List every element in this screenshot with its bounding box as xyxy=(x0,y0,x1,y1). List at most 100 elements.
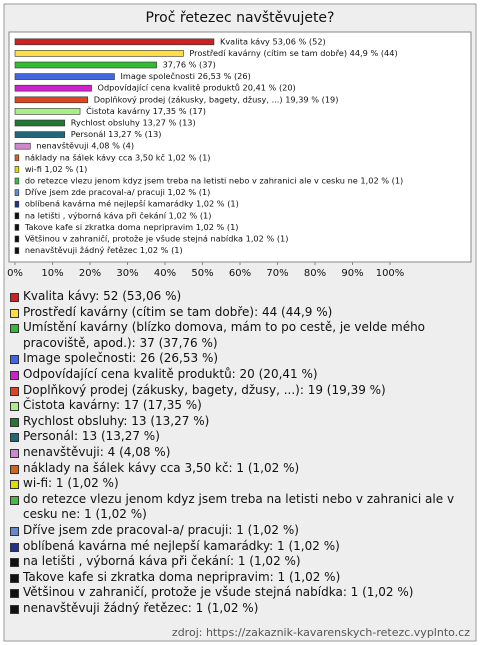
bar-label: náklady na šálek kávy cca 3,50 kč 1,02 %… xyxy=(25,152,211,162)
legend-item: Kvalita kávy: 52 (53,06 %) xyxy=(10,289,472,305)
legend-swatch xyxy=(10,495,19,505)
legend-label: nenavštěvuji: 4 (4,08 %) xyxy=(23,444,171,459)
legend-item: náklady na šálek kávy cca 3,50 kč: 1 (1,… xyxy=(10,461,472,477)
bar-label: Rychlost obsluhy 13,27 % (13) xyxy=(71,118,196,128)
legend-label: Personál: 13 (13,27 %) xyxy=(23,429,160,444)
bar xyxy=(14,38,215,46)
legend-item: Takove kafe si zkratka doma nepripravim:… xyxy=(10,570,472,586)
legend-swatch xyxy=(10,526,19,536)
legend-label: Takove kafe si zkratka doma nepripravim:… xyxy=(23,569,341,584)
legend-label: Prostředí kavárny (cítim se tam dobře): … xyxy=(23,304,333,319)
legend-item: Image společnosti: 26 (26,53 %) xyxy=(10,351,472,367)
legend-swatch xyxy=(10,558,19,568)
x-tick-label: 80% xyxy=(304,268,326,279)
legend-item: nenavštěvuji žádný řetězec: 1 (1,02 %) xyxy=(10,601,472,617)
bar xyxy=(14,119,66,127)
x-tick-label: 30% xyxy=(116,268,138,279)
legend-swatch xyxy=(10,604,19,614)
bar xyxy=(14,84,92,92)
legend-label: Image společnosti: 26 (26,53 %) xyxy=(23,351,219,366)
legend-swatch xyxy=(10,386,19,396)
legend-item: wi-fi: 1 (1,02 %) xyxy=(10,476,472,492)
bar xyxy=(14,142,31,150)
legend-swatch xyxy=(10,370,19,380)
x-tick-label: 60% xyxy=(229,268,251,279)
legend-swatch xyxy=(10,402,19,412)
legend-swatch xyxy=(10,448,19,458)
bar-label: Takove kafe si zkratka doma nepripravim … xyxy=(24,222,239,232)
legend-label: na letišti , výborná káva při čekání: 1 … xyxy=(23,554,301,569)
bar-label: na letišti , výborná káva při čekání 1,0… xyxy=(25,210,212,220)
legend-item: Doplňkový prodej (zákusky, bagety, džusy… xyxy=(10,383,472,399)
bar-label: do retezce vlezu jenom kdyz jsem treba n… xyxy=(25,176,403,186)
bar xyxy=(14,212,20,220)
legend-swatch xyxy=(10,480,19,490)
legend-item: Odpovídající cena kvalitě produktů: 20 (… xyxy=(10,367,472,383)
bar xyxy=(14,61,157,69)
legend-label: Většinou v zahraničí, protože je všude s… xyxy=(23,585,414,600)
legend-label: Rychlost obsluhy: 13 (13,27 %) xyxy=(23,413,210,428)
plot-area xyxy=(8,31,472,263)
legend-item: na letišti , výborná káva při čekání: 1 … xyxy=(10,554,472,570)
bar-label: nenavštěvuji 4,08 % (4) xyxy=(36,141,134,151)
bar xyxy=(14,108,81,115)
x-tick-label: 100% xyxy=(376,268,405,279)
legend-label: do retezce vlezu jenom kdyz jsem treba n… xyxy=(23,491,455,522)
bar-label: Čistota kavárny 17,35 % (17) xyxy=(86,105,206,116)
bar xyxy=(14,189,20,196)
legend-label: Dříve jsem zde pracoval-a/ pracuji: 1 (1… xyxy=(23,522,299,537)
legend-label: Čistota kavárny: 17 (17,35 %) xyxy=(23,398,202,413)
legend-label: Kvalita kávy: 52 (53,06 %) xyxy=(23,289,182,303)
legend-item: Čistota kavárny: 17 (17,35 %) xyxy=(10,398,472,414)
chart-title: Proč řetezec navštěvujete? xyxy=(146,10,335,26)
bar-label: oblíbená kavárna mé nejlepší kamarádky 1… xyxy=(25,199,239,209)
legend-swatch xyxy=(10,293,19,302)
bar xyxy=(14,154,20,162)
x-tick-label: 10% xyxy=(41,268,63,279)
bar-label: Dříve jsem zde pracoval-a/ pracuji 1,02 … xyxy=(25,187,211,197)
bar-label: Odpovídající cena kvalitě produktů 20,41… xyxy=(98,83,296,93)
x-tick-label: 50% xyxy=(191,268,213,279)
x-tick-label: 90% xyxy=(341,268,363,279)
legend-item: do retezce vlezu jenom kdyz jsem treba n… xyxy=(10,492,472,523)
source: zdroj: https://zakaznik-kavarenskych-ret… xyxy=(171,626,470,639)
bar xyxy=(14,224,20,231)
bar-label: Většinou v zahraničí, protože je všude s… xyxy=(25,234,289,244)
legend-item: oblíbená kavárna mé nejlepší kamarádky: … xyxy=(10,539,472,555)
legend-label: Umístění kavárny (blízko domova, mám to … xyxy=(23,320,426,350)
legend-label: Odpovídající cena kvalitě produktů: 20 (… xyxy=(23,366,318,381)
legend-swatch xyxy=(10,355,19,365)
legend: Kvalita kávy: 52 (53,06 %) Prostředí kavá… xyxy=(10,289,472,616)
bar xyxy=(14,166,20,173)
legend-label: náklady na šálek kávy cca 3,50 kč: 1 (1,… xyxy=(23,460,300,475)
bar-label: Prostředí kavárny (cítim se tam dobře) 4… xyxy=(189,48,397,58)
legend-label: nenavštěvuji žádný řetězec: 1 (1,02 %) xyxy=(23,600,259,615)
bar-label: Kvalita kávy 53,06 % (52) xyxy=(220,36,326,46)
bar-label: nenavštěvuji žádný řetězec 1,02 % (1) xyxy=(25,245,183,255)
legend-item: Prostředí kavárny (cítim se tam dobře): … xyxy=(10,305,472,321)
legend-item: Umístění kavárny (blízko domova, mám to … xyxy=(10,320,472,351)
legend-swatch xyxy=(10,324,19,334)
legend-item: Dříve jsem zde pracoval-a/ pracuji: 1 (1… xyxy=(10,523,472,539)
legend-item: Většinou v zahraničí, protože je všude s… xyxy=(10,585,472,601)
legend-swatch xyxy=(10,308,19,318)
legend-swatch xyxy=(10,542,19,552)
legend-swatch xyxy=(10,589,19,599)
bar xyxy=(14,235,20,243)
legend-swatch xyxy=(10,573,19,583)
bar-label: 37,76 % (37) xyxy=(163,60,216,70)
bar xyxy=(14,50,184,57)
x-tick-label: 40% xyxy=(154,268,176,279)
legend-item: nenavštěvuji: 4 (4,08 %) xyxy=(10,445,472,461)
x-tick-label: 20% xyxy=(79,268,101,279)
legend-swatch xyxy=(10,433,19,443)
legend-label: wi-fi: 1 (1,02 %) xyxy=(23,476,119,491)
bar-label: Personál 13,27 % (13) xyxy=(71,129,162,139)
bar-label: wi-fi 1,02 % (1) xyxy=(25,164,87,174)
legend-swatch xyxy=(10,464,19,474)
bar-label: Image společnosti 26,53 % (26) xyxy=(120,71,250,81)
legend-item: Rychlost obsluhy: 13 (13,27 %) xyxy=(10,414,472,430)
x-tick-label: 0% xyxy=(7,268,23,279)
